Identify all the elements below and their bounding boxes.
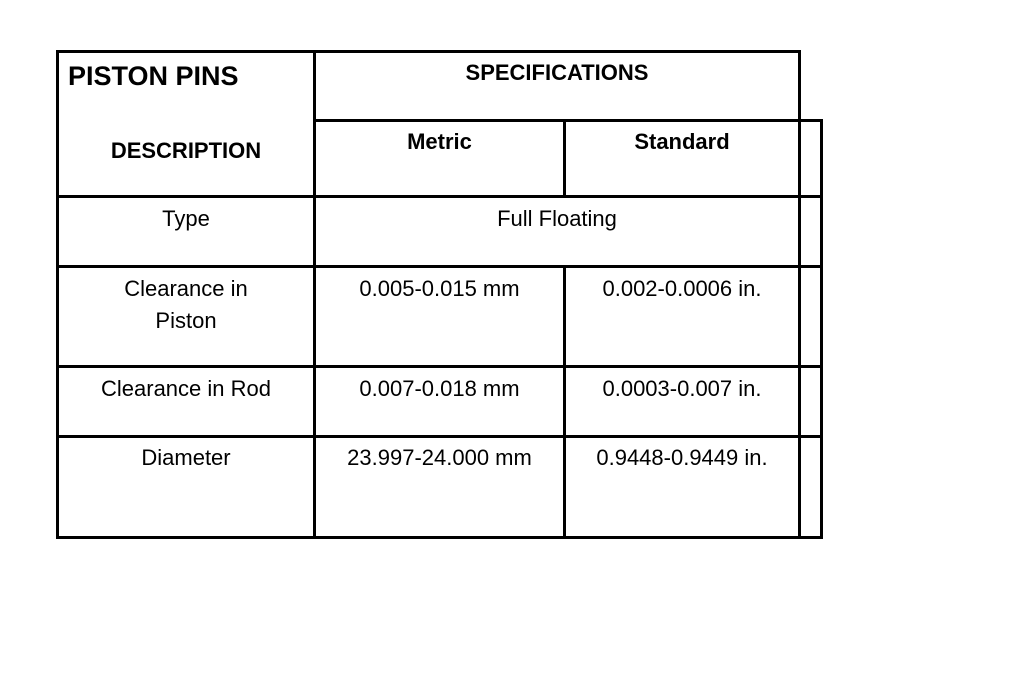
- row-clearance-rod-metric: 0.007-0.018 mm: [359, 376, 520, 401]
- metric-header: Metric: [407, 129, 472, 154]
- description-header: DESCRIPTION: [110, 138, 262, 163]
- row-diameter-description: Diameter: [141, 445, 231, 470]
- specifications-header: SPECIFICATIONS: [465, 60, 649, 85]
- table-border: [820, 119, 823, 539]
- table-border: [313, 50, 316, 539]
- table-border: [56, 365, 823, 368]
- row-type-description: Type: [162, 206, 210, 231]
- table-title: PISTON PINS: [68, 61, 239, 91]
- table-border: [798, 50, 801, 539]
- table-border: [56, 50, 801, 53]
- row-diameter-standard: 0.9448-0.9449 in.: [596, 445, 768, 470]
- table-border: [563, 265, 566, 539]
- row-type-value: Full Floating: [497, 206, 617, 231]
- table-border: [313, 119, 823, 122]
- row-clearance-rod-standard: 0.0003-0.007 in.: [602, 376, 762, 401]
- row-clearance-piston-standard: 0.002-0.0006 in.: [602, 276, 762, 301]
- row-clearance-piston-description: Clearance in Piston: [124, 276, 248, 333]
- row-diameter-metric: 23.997-24.000 mm: [347, 445, 532, 470]
- table-border: [56, 536, 823, 539]
- standard-header: Standard: [634, 129, 730, 154]
- table-border: [56, 265, 823, 268]
- table-border: [56, 195, 823, 198]
- table-border: [563, 119, 566, 198]
- row-clearance-rod-description: Clearance in Rod: [101, 376, 271, 401]
- row-clearance-piston-metric: 0.005-0.015 mm: [359, 276, 520, 301]
- table-border: [56, 435, 823, 438]
- table-border: [56, 50, 59, 539]
